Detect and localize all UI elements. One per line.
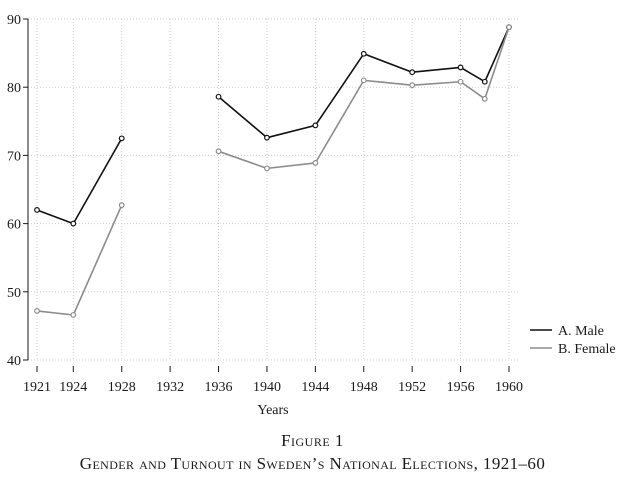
y-tick-label: 50 bbox=[7, 286, 21, 301]
x-tick-labels: 1921 1924 1928 1932 1936 1940 1944 1948 1952 1956… bbox=[23, 380, 523, 395]
x-axis-title: Years bbox=[257, 403, 288, 418]
data-point bbox=[215, 148, 222, 155]
x-tick-label: 1944 bbox=[301, 380, 329, 395]
y-tick-label: 90 bbox=[7, 13, 21, 28]
series-male bbox=[34, 24, 512, 227]
data-point bbox=[70, 220, 77, 227]
y-tick-label: 70 bbox=[7, 149, 21, 164]
x-tick-label: 1952 bbox=[398, 380, 426, 395]
data-point bbox=[312, 160, 319, 166]
data-point bbox=[506, 24, 512, 31]
axes bbox=[23, 18, 510, 372]
data-point bbox=[264, 134, 270, 141]
x-tick-label: 1921 bbox=[23, 380, 51, 395]
data-point bbox=[481, 95, 488, 102]
data-point bbox=[34, 207, 40, 213]
data-point bbox=[481, 78, 488, 85]
series-female bbox=[34, 24, 512, 318]
data-point bbox=[457, 64, 464, 71]
figure-number: Figure 1 bbox=[281, 431, 344, 450]
data-point bbox=[457, 78, 464, 85]
x-tick-label: 1940 bbox=[253, 380, 281, 395]
legend: A. Male B. Female bbox=[530, 324, 616, 357]
y-tick-labels: 40 50 60 70 80 90 bbox=[7, 13, 21, 369]
series-line bbox=[218, 26, 510, 139]
y-tick-label: 40 bbox=[7, 354, 21, 369]
data-point bbox=[118, 135, 125, 142]
x-tick-label: 1936 bbox=[205, 380, 233, 395]
x-tick-label: 1924 bbox=[59, 380, 87, 395]
gridlines bbox=[28, 18, 520, 361]
data-point bbox=[34, 307, 40, 314]
data-point bbox=[215, 93, 222, 100]
data-point bbox=[409, 69, 416, 76]
series-line bbox=[36, 204, 123, 316]
figure-caption: Gender and Turnout in Sweden’s National … bbox=[79, 454, 546, 473]
x-tick-label: 1956 bbox=[447, 380, 475, 395]
data-point bbox=[264, 165, 270, 172]
data-point bbox=[409, 82, 416, 89]
x-tick-label: 1948 bbox=[350, 380, 378, 395]
data-point bbox=[360, 77, 367, 84]
legend-label: B. Female bbox=[558, 342, 616, 357]
series-lines bbox=[34, 24, 512, 318]
y-tick-label: 60 bbox=[7, 218, 21, 233]
data-point bbox=[312, 122, 319, 129]
data-point bbox=[70, 312, 77, 318]
data-point bbox=[118, 202, 125, 209]
data-point bbox=[360, 50, 367, 57]
y-tick-label: 80 bbox=[7, 81, 21, 96]
x-tick-label: 1932 bbox=[156, 380, 184, 395]
x-tick-label: 1960 bbox=[495, 380, 523, 395]
legend-label: A. Male bbox=[558, 324, 604, 339]
x-tick-label: 1928 bbox=[108, 380, 136, 395]
series-line bbox=[36, 137, 123, 225]
series-line bbox=[218, 26, 510, 170]
